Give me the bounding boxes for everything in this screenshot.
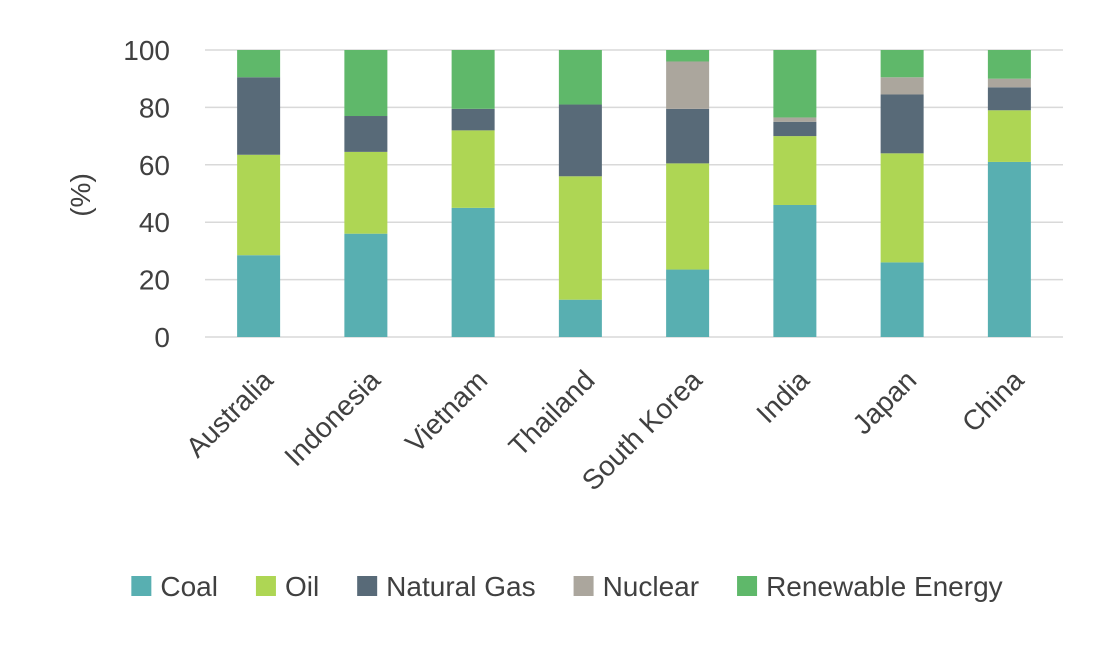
bar-segment-coal bbox=[237, 255, 281, 337]
bar-segment-nuclear bbox=[880, 77, 924, 95]
bar-segment-natural-gas bbox=[773, 121, 817, 137]
bar-segment-renewable-energy bbox=[666, 50, 710, 62]
legend-item: Natural Gas bbox=[357, 571, 536, 602]
bar-segment-renewable-energy bbox=[987, 50, 1031, 79]
bar-segment-oil bbox=[451, 130, 495, 208]
x-category-label: India bbox=[750, 364, 815, 429]
bar-segment-coal bbox=[558, 299, 602, 337]
bar-segment-nuclear bbox=[666, 61, 710, 109]
bar-segment-oil bbox=[773, 136, 817, 205]
bar-segment-oil bbox=[880, 153, 924, 263]
legend-label: Oil bbox=[285, 571, 319, 602]
bar-segment-coal bbox=[344, 233, 388, 337]
bar-segment-natural-gas bbox=[880, 94, 924, 154]
legend: Coal Oil Natural Gas Nuclear Renewable Energ… bbox=[131, 571, 1003, 602]
bar-segment-natural-gas bbox=[666, 108, 710, 164]
x-category-label: Thailand bbox=[503, 364, 601, 462]
bar-segment-nuclear bbox=[987, 78, 1031, 88]
bar-segment-natural-gas bbox=[987, 87, 1031, 111]
bar-segment-nuclear bbox=[773, 117, 817, 122]
x-category-label: Japan bbox=[846, 364, 922, 440]
y-tick-label: 40 bbox=[139, 207, 170, 238]
bar-segment-coal bbox=[773, 204, 817, 337]
y-tick-label: 80 bbox=[139, 92, 170, 123]
legend-item: Renewable Energy bbox=[737, 571, 1003, 602]
legend-item: Oil bbox=[255, 571, 319, 602]
legend-label: Nuclear bbox=[603, 571, 699, 602]
bar-segment-coal bbox=[451, 207, 495, 337]
bar-segment-oil bbox=[666, 163, 710, 270]
bars bbox=[237, 50, 1031, 337]
legend-label: Renewable Energy bbox=[766, 571, 1003, 602]
y-tick-label: 20 bbox=[139, 265, 170, 296]
y-tick-label: 100 bbox=[123, 35, 170, 66]
legend-swatch bbox=[255, 576, 276, 596]
x-category-label: China bbox=[956, 364, 1030, 438]
legend-swatch bbox=[131, 576, 152, 596]
y-tick-label: 60 bbox=[139, 150, 170, 181]
bar-segment-renewable-energy bbox=[880, 50, 924, 78]
bar-segment-renewable-energy bbox=[773, 50, 817, 118]
legend-item: Coal bbox=[131, 571, 218, 602]
bar-segment-oil bbox=[237, 154, 281, 256]
y-axis-title: (%) bbox=[65, 173, 96, 217]
x-category-label: Australia bbox=[180, 364, 279, 463]
legend-label: Natural Gas bbox=[386, 571, 535, 602]
gridlines bbox=[205, 49, 1063, 338]
bar-segment-renewable-energy bbox=[344, 50, 388, 117]
legend-swatch bbox=[573, 576, 594, 596]
y-tick-label: 0 bbox=[154, 322, 170, 353]
bar-segment-oil bbox=[558, 176, 602, 300]
bar-segment-natural-gas bbox=[237, 77, 281, 155]
bar-segment-oil bbox=[344, 151, 388, 234]
bar-segment-oil bbox=[987, 110, 1031, 162]
y-axis-ticks: 0 20 40 60 80 100 bbox=[123, 35, 170, 353]
bar-segment-natural-gas bbox=[344, 116, 388, 152]
legend-swatch bbox=[357, 576, 378, 596]
legend-swatch bbox=[737, 576, 758, 596]
x-category-label: Indonesia bbox=[278, 364, 386, 472]
bar-segment-renewable-energy bbox=[237, 50, 281, 78]
bar-segment-natural-gas bbox=[558, 104, 602, 177]
legend-item: Nuclear bbox=[573, 571, 699, 602]
x-category-label: Vietnam bbox=[399, 364, 493, 458]
bar-segment-natural-gas bbox=[451, 108, 495, 131]
bar-segment-renewable-energy bbox=[451, 50, 495, 109]
bar-segment-renewable-energy bbox=[558, 50, 602, 105]
bar-segment-coal bbox=[880, 262, 924, 337]
bar-segment-coal bbox=[987, 161, 1031, 337]
bar-segment-coal bbox=[666, 269, 710, 337]
legend-label: Coal bbox=[160, 571, 218, 602]
